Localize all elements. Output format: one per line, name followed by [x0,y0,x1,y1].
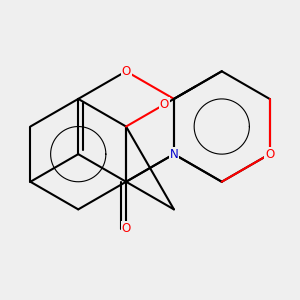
Text: O: O [265,148,274,160]
Text: N: N [169,148,178,160]
Text: O: O [122,65,131,78]
Text: O: O [160,98,169,111]
Text: O: O [122,222,131,235]
